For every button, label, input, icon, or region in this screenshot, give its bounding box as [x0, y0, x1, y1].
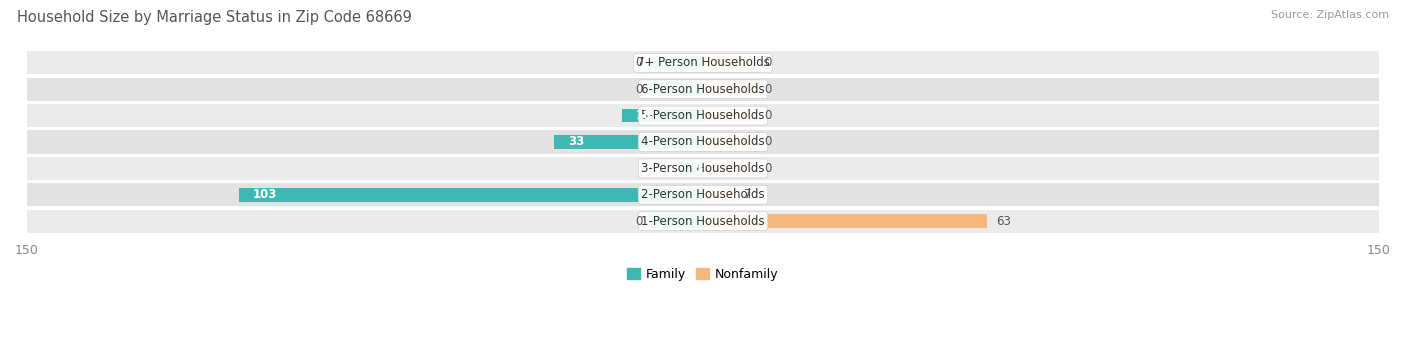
Bar	[27, 183, 1379, 206]
Bar	[703, 109, 756, 122]
Bar	[650, 214, 703, 228]
Text: 4-Person Households: 4-Person Households	[641, 135, 765, 148]
Text: 7: 7	[744, 188, 751, 201]
Bar	[650, 83, 703, 96]
Bar	[27, 157, 1379, 180]
Bar	[703, 56, 756, 70]
Bar	[621, 109, 703, 122]
Text: 5-Person Households: 5-Person Households	[641, 109, 765, 122]
Text: 0: 0	[634, 83, 643, 96]
Text: 103: 103	[252, 188, 277, 201]
Text: Household Size by Marriage Status in Zip Code 68669: Household Size by Marriage Status in Zip…	[17, 10, 412, 25]
Bar	[239, 188, 703, 202]
Text: 0: 0	[763, 56, 772, 69]
Text: 0: 0	[763, 109, 772, 122]
Bar	[27, 78, 1379, 101]
Text: 5: 5	[695, 162, 702, 175]
Text: 3-Person Households: 3-Person Households	[641, 162, 765, 175]
Bar	[703, 214, 987, 228]
Bar	[703, 83, 756, 96]
Text: 2-Person Households: 2-Person Households	[641, 188, 765, 201]
Text: 7+ Person Households: 7+ Person Households	[637, 56, 769, 69]
Text: 0: 0	[634, 56, 643, 69]
Text: 0: 0	[763, 135, 772, 148]
Text: 0: 0	[763, 162, 772, 175]
Text: 6-Person Households: 6-Person Households	[641, 83, 765, 96]
Text: Source: ZipAtlas.com: Source: ZipAtlas.com	[1271, 10, 1389, 20]
Bar	[650, 56, 703, 70]
Text: 63: 63	[995, 214, 1011, 228]
Bar	[27, 51, 1379, 74]
Bar	[703, 188, 734, 202]
Bar	[27, 104, 1379, 127]
Legend: Family, Nonfamily: Family, Nonfamily	[623, 263, 783, 286]
Text: 1-Person Households: 1-Person Households	[641, 214, 765, 228]
Bar	[27, 209, 1379, 233]
Text: 18: 18	[636, 109, 652, 122]
Bar	[703, 135, 756, 149]
Bar	[703, 162, 756, 175]
Text: 33: 33	[568, 135, 583, 148]
Bar	[681, 162, 703, 175]
Text: 0: 0	[763, 83, 772, 96]
Bar	[554, 135, 703, 149]
Text: 0: 0	[634, 214, 643, 228]
Bar	[27, 130, 1379, 153]
